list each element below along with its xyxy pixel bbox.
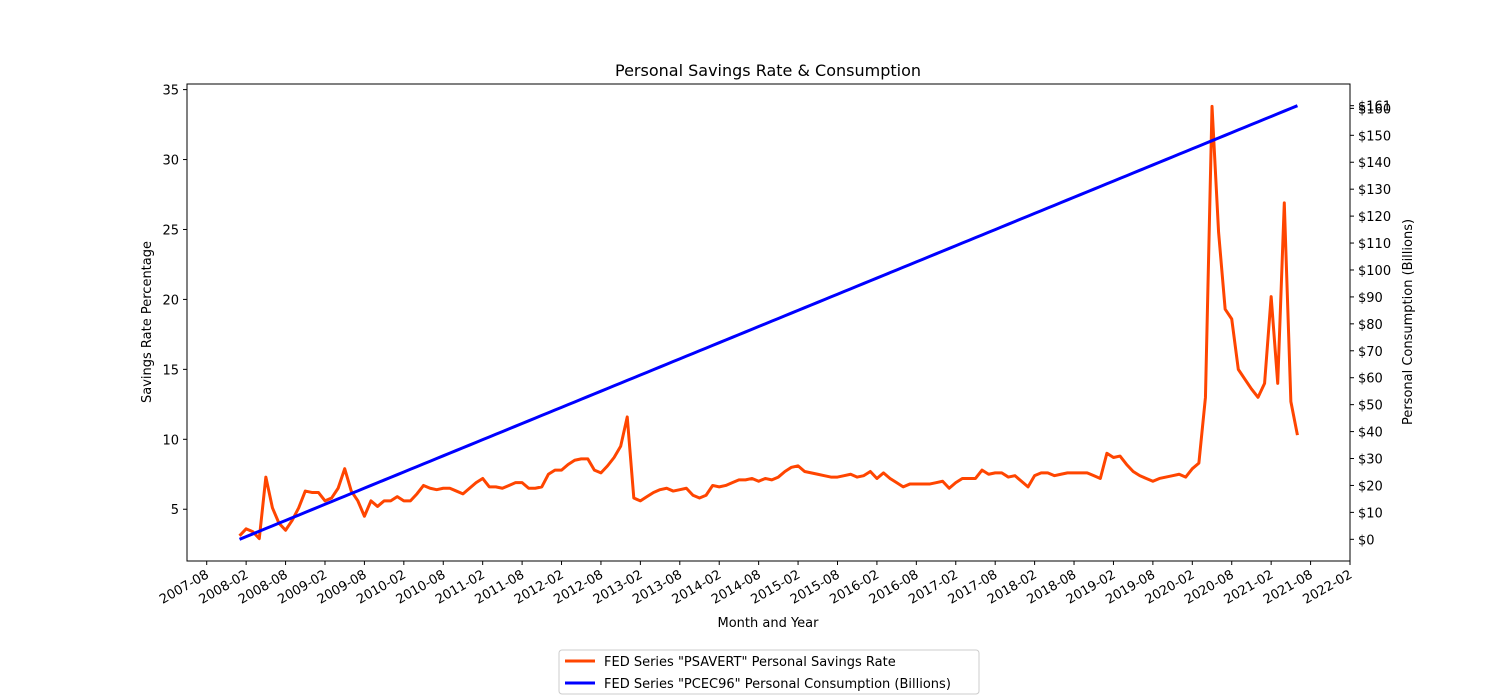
y-tick-label: 5 — [171, 503, 179, 518]
series-line — [238, 104, 1299, 541]
y2-tick-label: $60 — [1358, 372, 1383, 387]
y2-tick-label: $80 — [1358, 318, 1383, 333]
legend-box — [558, 649, 980, 695]
legend-label: FED Series "PSAVERT" Personal Savings Ra… — [604, 655, 896, 670]
series-line — [238, 104, 1299, 541]
y2-tick-label: $161 — [1358, 100, 1391, 115]
y-tick-label: 15 — [162, 363, 179, 378]
y2-tick-label: $20 — [1358, 479, 1383, 494]
y2-tick-label: $150 — [1358, 129, 1391, 144]
y2-tick-label: $120 — [1358, 210, 1391, 225]
plot-frame — [186, 83, 1351, 562]
y2-tick-label: $100 — [1358, 264, 1391, 279]
y-tick-label: 35 — [162, 84, 179, 99]
y2-tick-label: $90 — [1358, 291, 1383, 306]
y2-tick-label: $0 — [1358, 533, 1375, 548]
x-axis-label: Month and Year — [718, 616, 820, 631]
y-tick-label: 20 — [162, 293, 179, 308]
legend-label: FED Series "PCEC96" Personal Consumption… — [604, 677, 951, 692]
y-tick-label: 10 — [162, 433, 179, 448]
y2-tick-label: $110 — [1358, 237, 1391, 252]
y2-axis-label: Personal Consumption (Billions) — [1401, 219, 1416, 425]
y-tick-label: 30 — [162, 154, 179, 169]
y2-tick-label: $140 — [1358, 156, 1391, 171]
y2-tick-label: $50 — [1358, 399, 1383, 414]
y2-tick-label: $10 — [1358, 506, 1383, 521]
y-axis-label: Savings Rate Percentage — [140, 241, 155, 403]
y2-tick-label: $130 — [1358, 183, 1391, 198]
y2-tick-label: $70 — [1358, 345, 1383, 360]
y-tick-label: 25 — [162, 223, 179, 238]
y2-tick-label: $40 — [1358, 426, 1383, 441]
y2-tick-label: $30 — [1358, 453, 1383, 468]
y2-tick-label: $160 — [1358, 102, 1391, 117]
chart-title: Personal Savings Rate & Consumption — [615, 61, 921, 80]
